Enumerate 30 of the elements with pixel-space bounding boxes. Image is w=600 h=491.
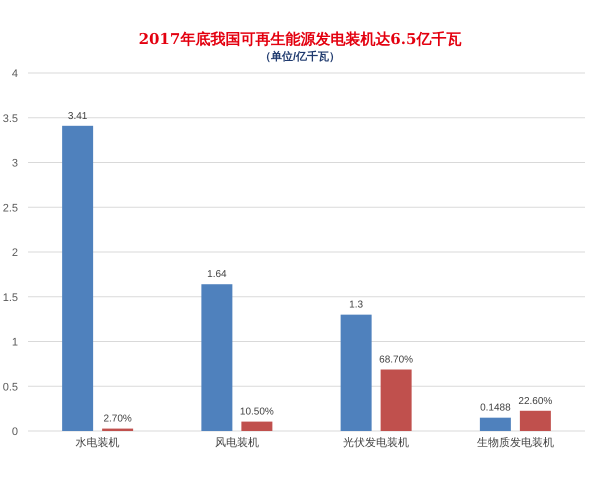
x-tick-label: 水电装机: [76, 436, 120, 449]
data-label: 22.60%: [518, 396, 552, 407]
chart-subtitle: （单位/亿千瓦）: [260, 50, 340, 63]
bar: [201, 284, 232, 431]
data-label: 1.3: [349, 300, 364, 311]
y-tick-label: 3: [12, 158, 18, 170]
data-label: 1.64: [207, 269, 228, 280]
y-tick-label: 1.5: [2, 292, 18, 304]
bar: [480, 418, 511, 431]
x-tick-label: 风电装机: [214, 436, 259, 449]
data-label: 10.50%: [240, 406, 274, 418]
y-tick-label: 2.5: [2, 202, 18, 214]
y-tick-label: 0: [12, 426, 18, 438]
y-tick-label: 3.5: [2, 112, 18, 125]
data-label: 0.1488: [480, 402, 512, 414]
y-tick-label: 1: [12, 336, 18, 348]
x-tick-label: 光伏发电装机: [343, 436, 410, 449]
chart-title: 2017年底我国可再生能源发电装机达6.5亿千瓦: [138, 30, 462, 48]
y-tick-label: 0.5: [2, 381, 18, 394]
data-label: 68.70%: [379, 354, 414, 366]
data-label: 3.41: [68, 110, 88, 122]
x-tick-label: 生物质发电装机: [476, 436, 554, 449]
bar: [62, 126, 94, 431]
bar: [380, 370, 412, 431]
y-tick-label: 4: [12, 68, 18, 80]
y-tick-label: 2: [12, 247, 18, 259]
bar: [520, 410, 551, 431]
bar: [340, 314, 372, 431]
data-label: 2.70%: [103, 414, 132, 425]
bar: [241, 422, 272, 431]
